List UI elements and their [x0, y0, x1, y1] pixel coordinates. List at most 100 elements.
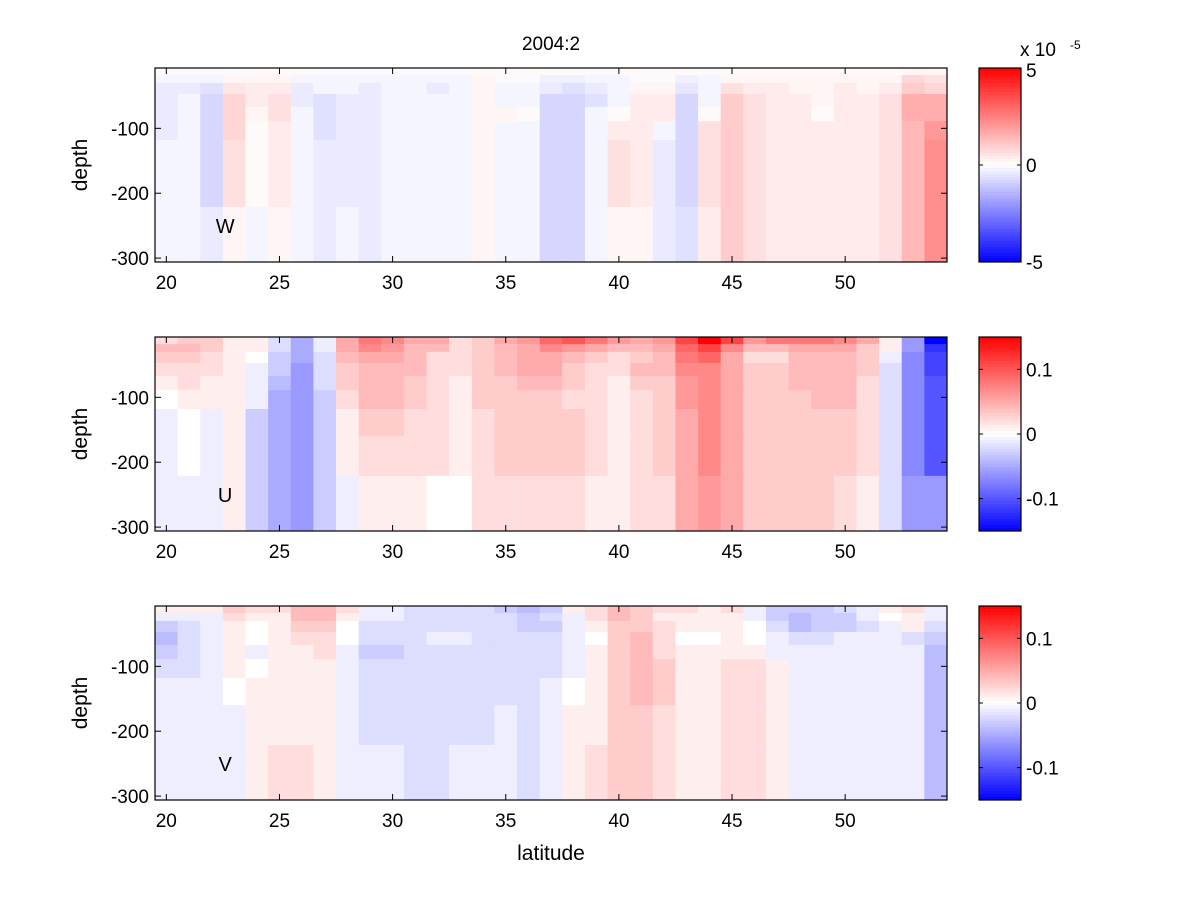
heatmap-cell	[698, 659, 722, 679]
heatmap-cell	[607, 351, 631, 364]
heatmap-cell	[177, 631, 201, 646]
heatmap-cell	[336, 93, 360, 108]
heatmap-cell	[811, 337, 835, 345]
x-tick-label: 45	[721, 542, 742, 563]
heatmap-cell	[313, 606, 337, 614]
colorbar-swatch	[979, 394, 1021, 399]
heatmap-cell	[268, 409, 292, 437]
heatmap-cell	[607, 344, 631, 353]
colorbar-swatch	[979, 757, 1021, 762]
heatmap-cell	[811, 744, 835, 801]
heatmap-cell	[698, 206, 722, 263]
heatmap-cell	[765, 475, 789, 532]
colorbar-swatch	[979, 177, 1021, 181]
heatmap-cell	[177, 82, 201, 95]
heatmap-cell	[584, 705, 608, 746]
heatmap-cell	[403, 631, 427, 646]
heatmap-cell	[607, 620, 631, 633]
heatmap-cell	[222, 82, 246, 95]
heatmap-cell	[607, 206, 631, 263]
heatmap-cell	[245, 390, 269, 410]
heatmap-cell	[901, 705, 925, 746]
heatmap-cell	[924, 167, 948, 208]
heatmap-cell	[879, 140, 903, 168]
colorbar-u: 0.1 0 -0.1	[978, 336, 1059, 532]
heatmap-cell	[245, 362, 269, 377]
heatmap-cell	[584, 75, 608, 84]
heatmap-cell	[879, 678, 903, 706]
heatmap-cell	[652, 436, 676, 477]
heatmap-cell	[426, 337, 450, 345]
heatmap-cell	[562, 606, 586, 614]
heatmap-cell	[222, 140, 246, 168]
heatmap-cell	[879, 106, 903, 122]
heatmap-cell	[652, 106, 676, 122]
heatmap-cell	[403, 344, 427, 353]
colorbar-swatch	[979, 712, 1021, 716]
heatmap-cell	[381, 659, 405, 679]
heatmap-cell	[630, 106, 654, 122]
heatmap-cell	[811, 620, 835, 633]
heatmap-cell	[743, 375, 767, 391]
colorbar-swatch	[979, 252, 1021, 257]
heatmap-cell	[313, 744, 337, 801]
heatmap-cell	[539, 631, 563, 646]
heatmap-cell	[765, 167, 789, 208]
heatmap-cell	[494, 362, 518, 377]
heatmap-cell	[539, 390, 563, 410]
heatmap-cell	[698, 375, 722, 391]
colorbar-swatch	[979, 630, 1021, 634]
colorbar-swatch	[979, 116, 1021, 121]
heatmap-cell	[720, 121, 744, 141]
colorbar-swatch	[979, 418, 1021, 423]
colorbar-tick-label: 0.1	[1026, 629, 1052, 650]
y-tick-label: -200	[111, 453, 149, 474]
heatmap-cell	[471, 659, 495, 679]
heatmap-cell	[607, 436, 631, 477]
heatmap-cell	[584, 390, 608, 410]
heatmap-cell	[336, 678, 360, 706]
heatmap-cell	[290, 631, 314, 646]
y-tick-label: -100	[111, 388, 149, 409]
colorbar-swatch	[979, 207, 1021, 211]
colorbar-swatch	[979, 678, 1021, 683]
heatmap-cell	[720, 167, 744, 208]
heatmap-cell	[381, 167, 405, 208]
heatmap-cell	[245, 344, 269, 353]
heatmap-cell	[584, 68, 608, 76]
heatmap-cell	[426, 206, 450, 263]
heatmap-cell	[200, 337, 224, 345]
x-tick-label: 45	[721, 273, 742, 294]
heatmap-cell	[698, 705, 722, 746]
heatmap-cell	[584, 631, 608, 646]
heatmap-cell	[449, 475, 473, 532]
colorbar-swatch	[979, 373, 1021, 377]
heatmap-cell	[675, 631, 699, 646]
heatmap-cell	[200, 206, 224, 263]
heatmap-cell	[245, 705, 269, 746]
heatmap-cell	[313, 613, 337, 622]
heatmap-cell	[675, 475, 699, 532]
heatmap-cell	[471, 82, 495, 95]
heatmap-cell	[630, 678, 654, 706]
heatmap-cell	[901, 375, 925, 391]
colorbar-swatch	[979, 412, 1021, 417]
heatmap-cell	[675, 121, 699, 141]
heatmap-cell	[358, 93, 382, 108]
colorbar-swatch	[979, 479, 1021, 483]
heatmap-cell	[833, 613, 857, 622]
heatmap-cell	[336, 613, 360, 622]
heatmap-cell	[901, 106, 925, 122]
heatmap-cell	[177, 362, 201, 377]
heatmap-cell	[924, 337, 948, 345]
heatmap-cell	[720, 613, 744, 622]
y-axis-label: depth	[69, 139, 92, 192]
heatmap-cell	[290, 106, 314, 122]
heatmap-cell	[924, 375, 948, 391]
colorbar-swatch	[979, 98, 1021, 102]
heatmap-cell	[313, 167, 337, 208]
heatmap-cell	[494, 344, 518, 353]
heatmap-cell	[358, 68, 382, 76]
colorbar-swatch	[979, 158, 1021, 163]
